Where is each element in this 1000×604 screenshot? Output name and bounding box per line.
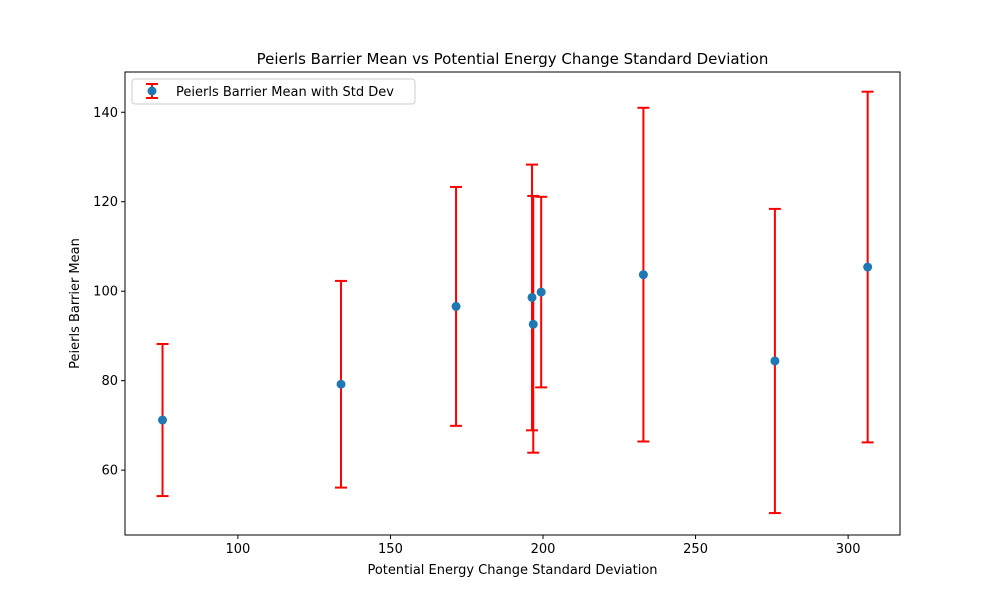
y-axis-label: Peierls Barrier Mean (68, 238, 83, 369)
y-tick-label: 60 (101, 464, 118, 479)
legend-entry-label: Peierls Barrier Mean with Std Dev (176, 85, 394, 100)
x-tick-label: 250 (683, 542, 708, 557)
chart-title: Peierls Barrier Mean vs Potential Energy… (257, 50, 769, 68)
data-point-1 (336, 379, 346, 389)
y-tick-label: 120 (93, 195, 118, 210)
axis-ticks: 100 150 200 250 300 60 80 100 120 140 (93, 106, 860, 557)
x-tick-label: 150 (378, 542, 403, 557)
data-point-4 (528, 319, 538, 329)
plot-area-frame (124, 71, 901, 536)
y-tick-label: 100 (93, 285, 118, 300)
legend: Peierls Barrier Mean with Std Dev (131, 78, 416, 105)
y-tick-label: 140 (93, 106, 118, 121)
plot-marks (156, 90, 874, 515)
x-tick-label: 100 (225, 542, 250, 557)
legend-errorbar-marker (146, 83, 158, 99)
y-tick-label: 80 (101, 374, 118, 389)
data-point-7 (770, 356, 780, 366)
data-point-5 (536, 287, 546, 297)
x-axis-label: Potential Energy Change Standard Deviati… (367, 563, 657, 578)
data-point-2 (451, 301, 461, 311)
x-tick-label: 200 (531, 542, 556, 557)
data-point-8 (863, 262, 873, 272)
x-tick-label: 300 (836, 542, 861, 557)
legend-box (131, 78, 416, 105)
data-point-3 (527, 292, 537, 302)
legend-marker-dot (147, 86, 157, 96)
data-point-0 (158, 415, 168, 425)
data-point-6 (638, 270, 648, 280)
